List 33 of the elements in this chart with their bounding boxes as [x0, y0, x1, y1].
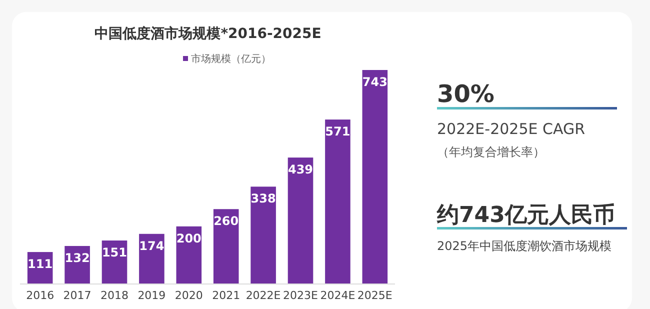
bar — [139, 234, 164, 284]
data-label: 111 — [28, 257, 53, 272]
x-tick-label: 2025E — [357, 289, 392, 302]
text: 2022E-2025E CAGR — [437, 120, 586, 138]
text: （年均复合增长率） — [437, 145, 545, 159]
bar — [250, 186, 276, 284]
data-label: 132 — [64, 250, 90, 265]
data-label: 200 — [176, 231, 202, 246]
data-label: 260 — [214, 214, 239, 228]
data-label: 571 — [325, 124, 350, 139]
x-tick-label: 2020 — [174, 289, 203, 302]
bar — [325, 120, 350, 284]
bar — [362, 70, 388, 284]
x-tick-label: 2016 — [26, 289, 54, 302]
bar — [213, 209, 239, 284]
legend-label: 市场规模（亿元） — [191, 53, 271, 65]
text: 2025年中国低度潮饮酒市场规模 — [437, 239, 612, 253]
x-tick-label: 2021 — [212, 289, 240, 302]
data-label: 439 — [288, 162, 314, 177]
bar — [288, 158, 314, 284]
x-tick-label: 2023E — [283, 289, 318, 302]
text: 约743亿元人民币 — [436, 203, 615, 228]
x-tick-label: 2018 — [100, 289, 128, 302]
data-label: 743 — [362, 75, 388, 89]
data-label: 338 — [250, 192, 276, 206]
x-tick-label: 2017 — [63, 289, 92, 302]
text: 30% — [437, 80, 494, 108]
x-tick-label: 2024E — [320, 289, 356, 302]
x-tick-label: 2019 — [138, 289, 166, 302]
data-label: 174 — [139, 238, 164, 253]
x-tick-label: 2022E — [246, 289, 281, 302]
data-label: 151 — [102, 246, 128, 260]
chart-title: 中国低度酒市场规模*2016-2025E — [94, 25, 322, 42]
